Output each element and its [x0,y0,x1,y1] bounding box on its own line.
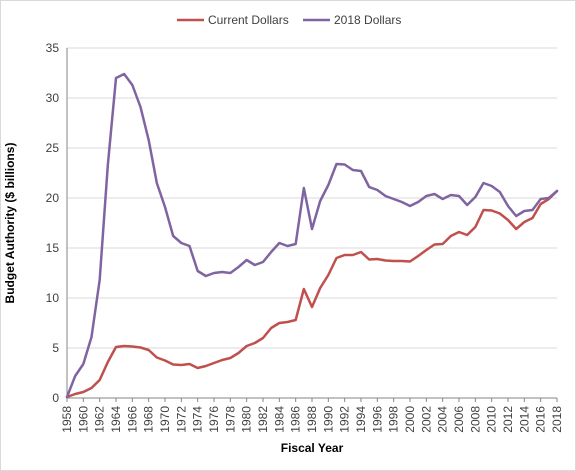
y-tick-label: 0 [52,391,59,405]
x-tick-label: 1994 [354,406,368,433]
x-tick-label: 1988 [305,406,319,433]
x-tick-label: 2010 [485,406,499,433]
x-tick-label: 1996 [370,406,384,433]
series-line-2018-dollars [65,72,559,399]
x-tick-labels: 1958 1960 1962 1964 1966 1968 1970 1972 1974 1976… [60,406,564,433]
x-tick-label: 2012 [501,406,515,433]
x-tick-label: 1958 [60,406,74,433]
x-tick-label: 2014 [517,406,531,433]
y-tick-label: 35 [46,41,60,55]
x-tick-label: 1970 [158,406,172,433]
y-tick-label: 25 [46,141,60,155]
x-tick-label: 1992 [338,406,352,433]
legend: Current Dollars 2018 Dollars [177,13,401,27]
y-tick-label: 30 [46,91,60,105]
y-tick-label: 20 [46,191,60,205]
series-line-current-dollars [65,189,559,399]
x-tick-label: 1980 [240,406,254,433]
gridlines [67,47,557,349]
x-tick-label: 1986 [289,406,303,433]
x-tick-label: 1976 [207,406,221,433]
axes [66,48,558,402]
x-tick-label: 1972 [174,406,188,433]
x-tick-label: 1984 [272,406,286,433]
y-tick-labels: 0 5 10 15 20 25 30 35 [46,41,60,405]
x-tick-label: 2016 [534,406,548,433]
x-tick-label: 1966 [125,406,139,433]
x-tick-label: 1964 [109,406,123,433]
x-tick-label: 1974 [191,406,205,433]
series-lines [65,72,559,399]
x-tick-label: 2004 [436,406,450,433]
x-tick-label: 2018 [550,406,564,433]
x-tick-label: 1998 [387,406,401,433]
y-tick-label: 15 [46,241,60,255]
y-tick-label: 5 [52,341,59,355]
x-tick-label: 1978 [223,406,237,433]
x-tick-label: 1968 [142,406,156,433]
legend-label-2018-dollars: 2018 Dollars [334,13,401,27]
x-tick-label: 1982 [256,406,270,433]
y-axis-title: Budget Authority ($ billions) [3,143,17,304]
x-tick-label: 1960 [76,406,90,433]
x-tick-label: 2002 [419,406,433,433]
x-tick-label: 1990 [321,406,335,433]
x-tick-label: 2008 [468,406,482,433]
x-tick-label: 2000 [403,406,417,433]
x-axis-title: Fiscal Year [281,441,344,455]
x-tick-label: 2006 [452,406,466,433]
y-tick-label: 10 [46,291,60,305]
legend-label-current-dollars: Current Dollars [208,13,289,27]
x-tick-label: 1962 [93,406,107,433]
